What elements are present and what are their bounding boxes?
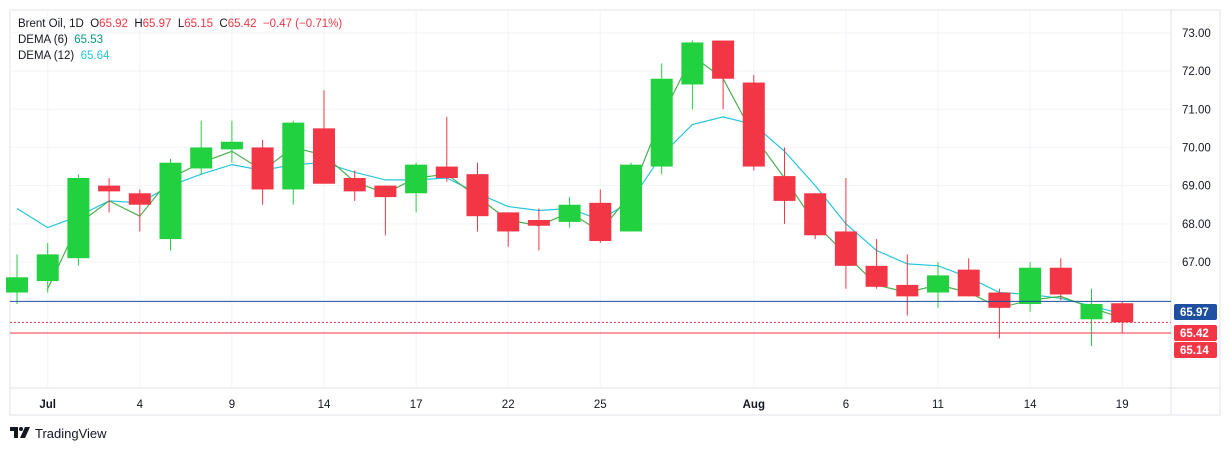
chart-frame xyxy=(9,9,1221,416)
price-tick-label: 67.00 xyxy=(1182,257,1211,269)
candle-body-down xyxy=(957,269,980,297)
low-label: L xyxy=(177,18,185,30)
price-label-badge[interactable] xyxy=(1174,325,1217,341)
candle-body-down xyxy=(896,284,919,297)
open-value: 65.92 xyxy=(99,18,128,30)
candle-body-down xyxy=(1049,267,1072,295)
candle-body-down xyxy=(527,220,550,226)
candle-body-down xyxy=(1111,303,1134,323)
time-tick-label: 4 xyxy=(137,399,144,411)
time-tick-label: 17 xyxy=(410,399,423,411)
dema6-row[interactable]: DEMA (6) 65.53 xyxy=(18,32,342,48)
candles xyxy=(6,40,1134,346)
time-tick-label: 6 xyxy=(843,399,849,411)
high-value: 65.97 xyxy=(142,18,172,30)
candle-body-up xyxy=(927,275,949,293)
candle-body-down xyxy=(497,212,520,232)
time-tick-label: 22 xyxy=(502,399,515,411)
price-label-text: 65.97 xyxy=(1180,307,1209,319)
price-tick-label: 70.00 xyxy=(1182,142,1211,154)
price-tick-label: 73.00 xyxy=(1182,28,1211,40)
candle-body-down xyxy=(98,185,121,192)
candle-body-up xyxy=(220,141,243,150)
tradingview-brand[interactable]: TradingView xyxy=(10,426,107,441)
candle-body-up xyxy=(67,178,90,259)
candle-body-up xyxy=(405,164,428,194)
open-label: O xyxy=(90,18,100,30)
time-tick-label: 9 xyxy=(229,399,235,411)
candle-body-up xyxy=(190,147,213,169)
time-tick-label: 11 xyxy=(932,399,944,411)
horizontal-lines xyxy=(10,300,1171,334)
price-label-badge[interactable] xyxy=(1174,342,1217,358)
candle-body-down xyxy=(374,185,397,198)
candle-body-down xyxy=(435,166,458,178)
candle-body-down xyxy=(834,231,857,266)
candle-body-up xyxy=(1019,267,1042,304)
candle-body-up xyxy=(650,78,673,167)
candle-body-up xyxy=(558,204,581,222)
candle-body-up xyxy=(620,164,642,232)
candle-body-down xyxy=(712,40,735,79)
candle-body-up xyxy=(1080,304,1103,320)
candle-body-up xyxy=(6,277,28,293)
price-label-text: 65.42 xyxy=(1180,328,1209,340)
time-tick-label: 19 xyxy=(1116,399,1129,411)
price-tick-label: 68.00 xyxy=(1182,219,1211,231)
time-axis[interactable]: Jul 4 9 14 17 22 25 Aug 6 11 14 19 xyxy=(39,399,1128,411)
candle-body-down xyxy=(343,178,366,192)
dema12-value: 65.64 xyxy=(80,50,110,62)
candle-body-down xyxy=(251,147,274,190)
change-value: −0.47 (−0.71%) xyxy=(262,18,343,30)
candle-body-up xyxy=(36,254,59,282)
brand-name: TradingView xyxy=(35,426,107,441)
candle-body-down xyxy=(988,292,1011,308)
candle-body-down xyxy=(128,193,151,205)
legend: Brent Oil, 1D O65.92 H65.97 L65.15 C65.4… xyxy=(18,16,342,64)
low-value: 65.15 xyxy=(184,18,214,30)
high-label: H xyxy=(134,18,143,30)
symbol-label[interactable]: Brent Oil, 1D xyxy=(18,18,84,30)
price-label-badge[interactable] xyxy=(1174,304,1217,320)
candle-body-down xyxy=(865,265,888,287)
price-axis[interactable]: 73.00 72.00 71.00 70.00 69.00 68.00 67.00 65.97… xyxy=(1174,28,1217,358)
time-tick-label: 14 xyxy=(318,399,331,411)
price-tick-label: 72.00 xyxy=(1182,66,1211,78)
candle-body-up xyxy=(681,42,704,85)
ohlc-row: Brent Oil, 1D O65.92 H65.97 L65.15 C65.4… xyxy=(18,16,342,32)
tradingview-logo-icon xyxy=(10,426,30,441)
price-tick-label: 69.00 xyxy=(1182,181,1211,193)
dema12-label: DEMA (12) xyxy=(18,50,75,62)
dema6-value: 65.53 xyxy=(74,34,104,46)
candle-body-up xyxy=(159,162,182,240)
close-value: 65.42 xyxy=(227,18,257,30)
candle-body-down xyxy=(466,174,489,217)
candle-body-up xyxy=(282,122,305,190)
dema12-row[interactable]: DEMA (12) 65.64 xyxy=(18,48,342,64)
candle-body-down xyxy=(589,202,612,241)
time-tick-label: 25 xyxy=(594,399,607,411)
candle-body-down xyxy=(313,128,335,184)
candle-body-down xyxy=(773,176,796,201)
time-tick-label: Jul xyxy=(39,399,56,411)
time-tick-label: 14 xyxy=(1024,399,1037,411)
candle-body-down xyxy=(742,82,765,167)
candle-body-down xyxy=(804,193,827,236)
price-tick-label: 71.00 xyxy=(1182,104,1211,116)
grid xyxy=(9,9,1221,416)
time-tick-label: Aug xyxy=(743,399,765,411)
close-label: C xyxy=(219,18,228,30)
price-label-text: 65.14 xyxy=(1180,345,1209,357)
dema6-label: DEMA (6) xyxy=(18,34,68,46)
